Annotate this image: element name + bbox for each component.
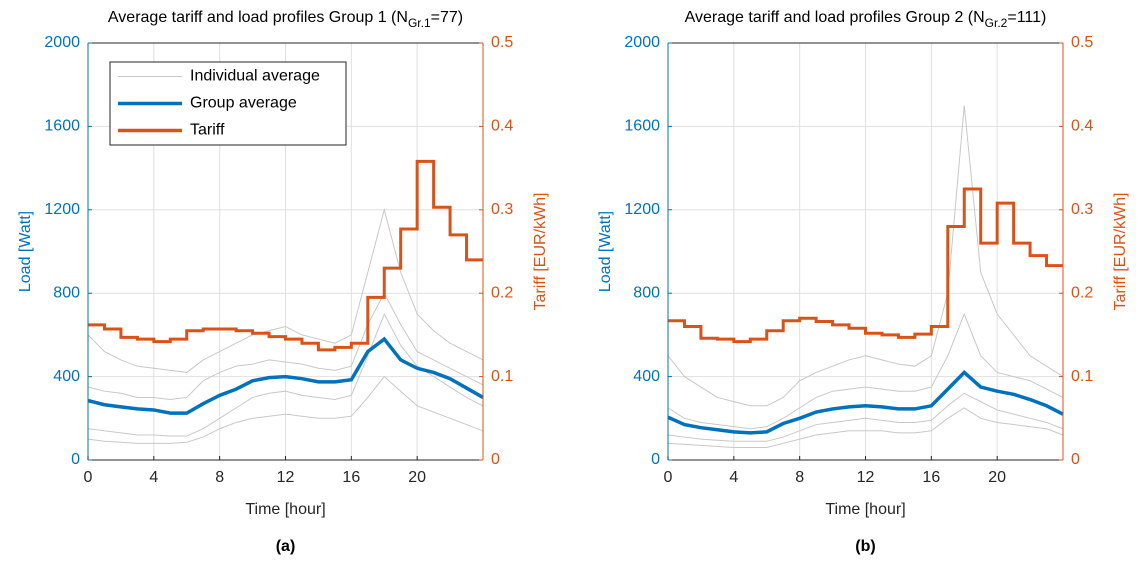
y2-tick-label: 0.4 [491,118,513,135]
x-tick-label: 8 [215,469,224,486]
legend-label: Group average [190,95,297,112]
average-line [667,370,1064,435]
chart-title: Average tariff and load profiles Group 1… [108,9,463,30]
y-tick-label: 800 [53,284,80,301]
individual-line [87,292,484,401]
y-tick-label: 400 [633,368,660,385]
title-text: Average tariff and load profiles Group 2… [685,9,985,26]
y2-axis-label: Tariff [EUR/kWh] [532,193,549,311]
average-line [87,336,484,415]
x-axis-label: Time [hour] [245,501,325,518]
title-suffix: =111) [1007,9,1046,26]
y-tick-label: 0 [651,451,660,468]
individual-line [667,105,1064,407]
title-subscript: Gr.2 [985,16,1008,30]
y-tick-label: 1600 [624,118,660,135]
y-tick-label: 2000 [624,34,660,51]
y2-tick-label: 0.2 [491,284,513,301]
caption: (b) [855,538,875,555]
y2-tick-label: 0.3 [491,201,513,218]
x-axis-label: Time [hour] [825,501,905,518]
y-tick-label: 1200 [624,201,660,218]
individual-line [667,312,1064,430]
y-tick-label: 2000 [44,34,80,51]
title-text: Average tariff and load profiles Group 1… [108,9,408,26]
title-subscript: Gr.1 [408,16,431,30]
y-axis-label: Load [Watt] [17,211,34,292]
tariff-line [88,159,483,352]
x-tick-label: 16 [342,469,360,486]
tariff-line [668,187,1063,344]
y2-tick-label: 0.5 [491,34,513,51]
y-tick-label: 0 [71,451,80,468]
individual-line [667,392,1064,442]
x-tick-label: 16 [922,469,940,486]
y2-axis-label: Tariff [EUR/kWh] [1112,193,1129,311]
y-tick-label: 400 [53,368,80,385]
title-suffix: =77) [431,9,463,26]
y2-tick-label: 0.2 [1071,284,1093,301]
individual-line [87,375,484,444]
y2-tick-label: 0.1 [1071,368,1093,385]
x-tick-label: 12 [277,469,295,486]
y-tick-label: 1600 [44,118,80,135]
x-tick-label: 12 [857,469,875,486]
y-tick-label: 1200 [44,201,80,218]
y2-tick-label: 0.3 [1071,201,1093,218]
x-tick-label: 4 [149,469,158,486]
y2-tick-label: 0 [1071,451,1080,468]
caption: (a) [276,538,296,555]
legend-label: Individual average [190,68,320,85]
x-tick-label: 20 [988,469,1006,486]
x-tick-label: 0 [84,469,93,486]
y2-tick-label: 0.4 [1071,118,1093,135]
chart-title: Average tariff and load profiles Group 2… [685,9,1047,30]
y-axis-label: Load [Watt] [597,211,614,292]
y-tick-label: 800 [633,284,660,301]
x-tick-label: 0 [664,469,673,486]
y2-tick-label: 0.5 [1071,34,1093,51]
x-tick-label: 8 [795,469,804,486]
x-tick-label: 4 [729,469,738,486]
individual-line [667,407,1064,448]
legend-label: Tariff [190,122,225,139]
x-tick-label: 20 [408,469,426,486]
individual-line [87,207,484,373]
y2-tick-label: 0 [491,451,500,468]
individual-line [87,312,484,437]
y2-tick-label: 0.1 [491,368,513,385]
